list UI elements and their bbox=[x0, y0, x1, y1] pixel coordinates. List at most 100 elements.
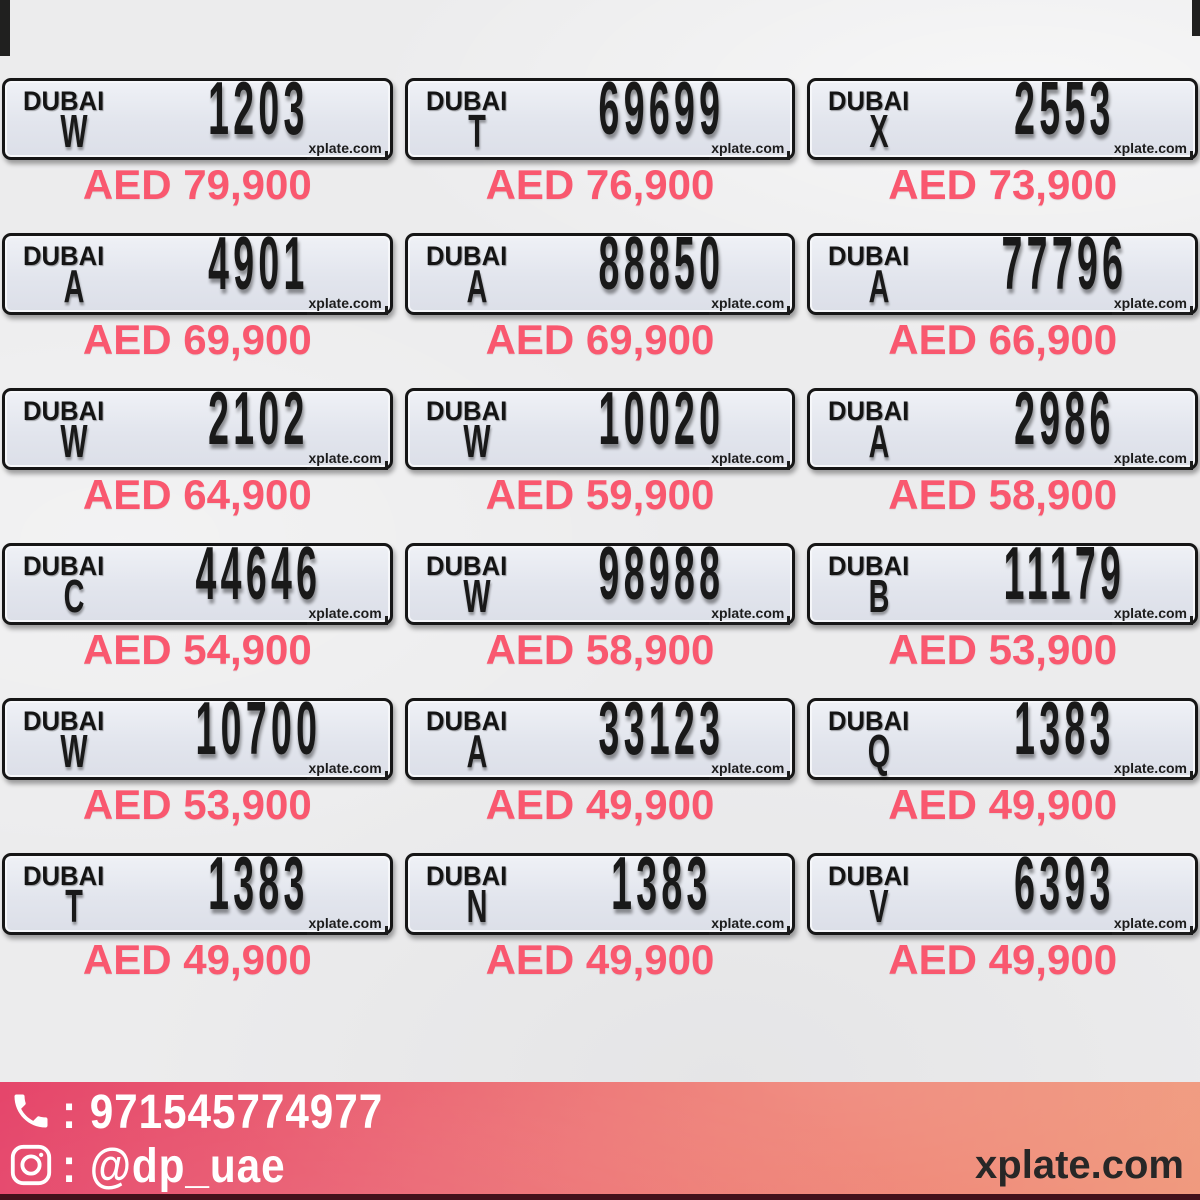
plate-listing: DUBAI A 88850 xplate.com AED 69,900 bbox=[404, 227, 796, 363]
xplate-watermark: xplate.com bbox=[709, 140, 791, 160]
plate-code-letter: T bbox=[467, 104, 486, 158]
dubai-logo: DUBAI bbox=[828, 396, 910, 426]
xplate-watermark: xplate.com bbox=[1111, 295, 1194, 315]
phone-icon bbox=[8, 1088, 54, 1134]
plate-number: 44646 bbox=[196, 532, 322, 617]
site-url: xplate.com bbox=[975, 1143, 1184, 1187]
plate-listing: DUBAI A 4901 xplate.com AED 69,900 bbox=[2, 227, 393, 362]
price-label: AED 73,900 bbox=[888, 161, 1118, 208]
plate-code-letter: W bbox=[60, 724, 88, 778]
plate-code-letter: A bbox=[63, 259, 85, 313]
plate-code-letter: A bbox=[466, 259, 488, 313]
license-plate: DUBAI T 1383 xplate.com bbox=[2, 847, 393, 935]
plate-number: 1203 bbox=[208, 67, 310, 152]
plate-listing: DUBAI W 10020 xplate.com AED 59,900 bbox=[404, 382, 796, 518]
dubai-logo: DUBAI bbox=[23, 706, 105, 736]
xplate-watermark: xplate.com bbox=[306, 450, 388, 470]
plate-number: 2102 bbox=[208, 377, 310, 462]
instagram-icon bbox=[8, 1142, 54, 1188]
plate-number: 4901 bbox=[208, 222, 310, 307]
license-plate: DUBAI A 2986 xplate.com bbox=[807, 382, 1198, 470]
plate-listing: DUBAI A 77796 xplate.com AED 66,900 bbox=[807, 227, 1198, 363]
xplate-watermark: xplate.com bbox=[1111, 605, 1194, 625]
license-plate: DUBAI A 77796 xplate.com bbox=[807, 227, 1198, 315]
xplate-watermark: xplate.com bbox=[306, 915, 388, 935]
price-label: AED 66,900 bbox=[888, 316, 1118, 363]
license-plate: DUBAI A 88850 xplate.com bbox=[404, 227, 796, 315]
price-label: AED 53,900 bbox=[888, 626, 1118, 673]
plate-number: 88850 bbox=[598, 222, 725, 307]
xplate-watermark: xplate.com bbox=[709, 605, 791, 625]
plate-code-letter: C bbox=[63, 569, 85, 623]
dubai-logo: DUBAI bbox=[828, 551, 910, 581]
dubai-logo: DUBAI bbox=[425, 396, 507, 426]
plate-code-letter: B bbox=[868, 569, 890, 623]
price-label: AED 69,900 bbox=[485, 316, 715, 363]
plate-number: 1383 bbox=[611, 842, 712, 927]
plate-listing: DUBAI C 44646 xplate.com AED 54,900 bbox=[2, 537, 393, 673]
price-label: AED 79,900 bbox=[82, 161, 312, 208]
plate-code-letter: A bbox=[868, 259, 890, 313]
plate-listing: DUBAI N 1383 xplate.com AED 49,900 bbox=[404, 847, 796, 982]
dubai-logo: DUBAI bbox=[828, 706, 910, 736]
dubai-logo: DUBAI bbox=[828, 861, 910, 891]
price-label: AED 59,900 bbox=[485, 471, 715, 518]
dubai-logo: DUBAI bbox=[23, 396, 105, 426]
license-plate: DUBAI W 2102 xplate.com bbox=[2, 382, 393, 470]
footer-banner: : 971545774977 : @dp_uae xplate.com bbox=[0, 1082, 1200, 1200]
plate-code-letter: W bbox=[463, 569, 491, 623]
dubai-logo: DUBAI bbox=[425, 551, 507, 581]
price-label: AED 49,900 bbox=[888, 936, 1118, 983]
license-plate: DUBAI B 11179 xplate.com bbox=[807, 537, 1198, 625]
price-label: AED 53,900 bbox=[82, 781, 312, 828]
plates-grid: DUBAI W 1203 xplate.com AED 79,900 DUBAI… bbox=[0, 72, 1200, 983]
plate-code-letter: T bbox=[65, 879, 83, 933]
dubai-logo: DUBAI bbox=[425, 86, 507, 116]
plate-number: 77796 bbox=[1001, 222, 1128, 307]
license-plate: DUBAI C 44646 xplate.com bbox=[2, 537, 393, 625]
plate-listing: DUBAI V 6393 xplate.com AED 49,900 bbox=[807, 847, 1198, 983]
plate-listing: DUBAI W 1203 xplate.com AED 79,900 bbox=[2, 72, 393, 208]
dubai-logo: DUBAI bbox=[425, 861, 507, 891]
plate-code-letter: N bbox=[466, 879, 488, 933]
plate-number: 2553 bbox=[1013, 67, 1115, 152]
xplate-watermark: xplate.com bbox=[1111, 760, 1194, 780]
plate-number: 10020 bbox=[598, 377, 725, 462]
xplate-watermark: xplate.com bbox=[306, 140, 388, 160]
plate-code-letter: W bbox=[60, 104, 88, 158]
xplate-watermark: xplate.com bbox=[306, 760, 388, 780]
plate-code-letter: W bbox=[463, 414, 491, 468]
plate-number: 2986 bbox=[1013, 377, 1115, 462]
plate-code-letter: V bbox=[869, 879, 889, 933]
plate-number: 11179 bbox=[1003, 532, 1125, 617]
plate-code-letter: W bbox=[60, 414, 88, 468]
footer-bottom-strip bbox=[0, 1194, 1200, 1200]
license-plate: DUBAI V 6393 xplate.com bbox=[807, 847, 1198, 935]
plate-listing: DUBAI W 2102 xplate.com AED 64,900 bbox=[2, 382, 393, 517]
license-plate: DUBAI A 4901 xplate.com bbox=[2, 227, 393, 315]
dubai-logo: DUBAI bbox=[425, 706, 507, 736]
plate-listing: DUBAI Q 1383 xplate.com AED 49,900 bbox=[807, 692, 1198, 827]
plate-listing: DUBAI T 69699 xplate.com AED 76,900 bbox=[404, 72, 796, 208]
dubai-logo: DUBAI bbox=[23, 551, 105, 581]
phone-line: : 971545774977 bbox=[8, 1084, 411, 1138]
price-label: AED 58,900 bbox=[888, 471, 1118, 518]
plate-code-letter: X bbox=[869, 104, 889, 158]
plate-listing: DUBAI A 2986 xplate.com AED 58,900 bbox=[807, 382, 1198, 518]
plate-number: 1383 bbox=[208, 842, 310, 927]
xplate-watermark: xplate.com bbox=[306, 295, 388, 315]
plate-number: 33123 bbox=[598, 687, 725, 772]
plate-listing: DUBAI B 11179 xplate.com AED 53,900 bbox=[807, 537, 1198, 673]
license-plate: DUBAI W 10020 xplate.com bbox=[404, 382, 796, 470]
xplate-watermark: xplate.com bbox=[709, 760, 791, 780]
top-left-corner-decoration bbox=[0, 0, 10, 56]
xplate-watermark: xplate.com bbox=[1111, 450, 1194, 470]
plate-listing: DUBAI W 98988 xplate.com AED 58,900 bbox=[404, 537, 796, 672]
top-right-corner-decoration bbox=[1192, 0, 1200, 36]
license-plate: DUBAI W 98988 xplate.com bbox=[404, 537, 796, 625]
plate-code-letter: Q bbox=[868, 724, 891, 778]
dubai-logo: DUBAI bbox=[425, 241, 507, 271]
price-label: AED 76,900 bbox=[485, 161, 715, 208]
price-label: AED 54,900 bbox=[82, 626, 312, 673]
plate-number: 69699 bbox=[598, 67, 725, 152]
